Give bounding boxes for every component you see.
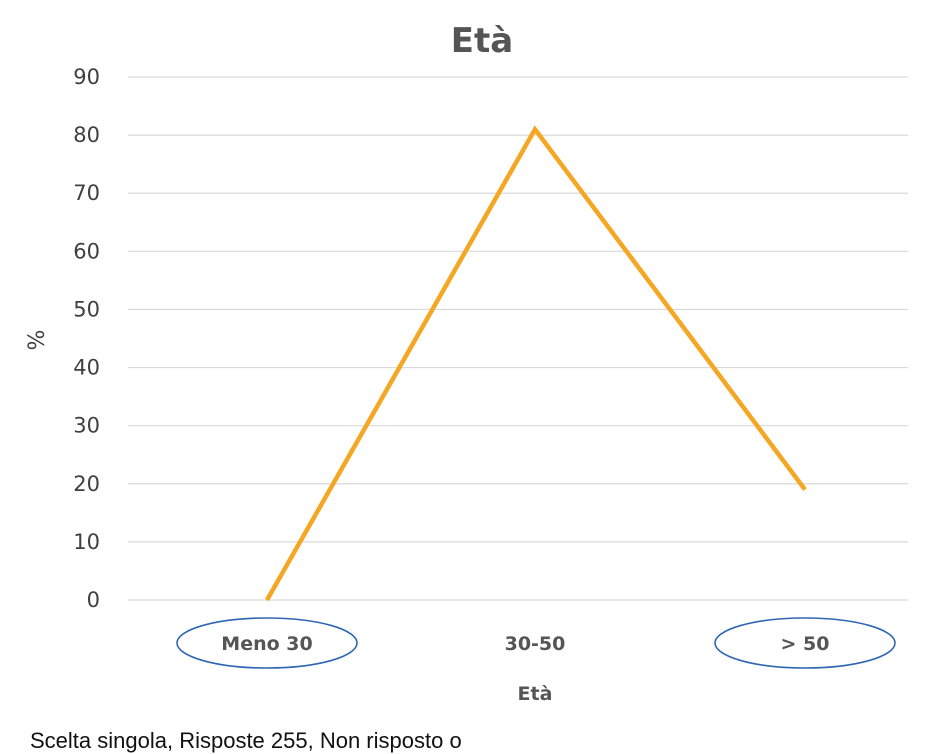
highlight-ellipse-2 — [714, 617, 896, 669]
y-tick-30: 30 — [73, 414, 100, 438]
highlight-layer — [176, 617, 896, 669]
series-line-0 — [265, 125, 807, 602]
series-layer — [265, 125, 807, 602]
y-tick-0: 0 — [87, 588, 100, 612]
y-tick-40: 40 — [73, 356, 100, 380]
chart-title: Età — [451, 21, 513, 61]
y-tick-20: 20 — [73, 472, 100, 496]
y-tick-80: 80 — [73, 123, 100, 147]
y-tick-70: 70 — [73, 181, 100, 205]
highlight-ellipse-0 — [176, 617, 358, 669]
x-tick-0: Meno 30 — [221, 633, 312, 655]
x-axis-label: Età — [518, 683, 553, 705]
x-tick-labels: Meno 30 30-50 > 50 — [221, 633, 829, 655]
y-tick-50: 50 — [73, 297, 100, 321]
y-tick-10: 10 — [73, 530, 100, 554]
x-tick-2: > 50 — [781, 633, 830, 655]
x-tick-1: 30-50 — [505, 633, 566, 655]
y-tick-60: 60 — [73, 239, 100, 263]
y-tick-labels: 0 10 20 30 40 50 60 70 80 90 — [73, 65, 100, 612]
y-axis-label: % — [25, 330, 50, 351]
footnote: Scelta singola, Risposte 255, Non rispos… — [30, 728, 462, 753]
grid-lines — [128, 76, 908, 601]
y-tick-90: 90 — [73, 65, 100, 89]
